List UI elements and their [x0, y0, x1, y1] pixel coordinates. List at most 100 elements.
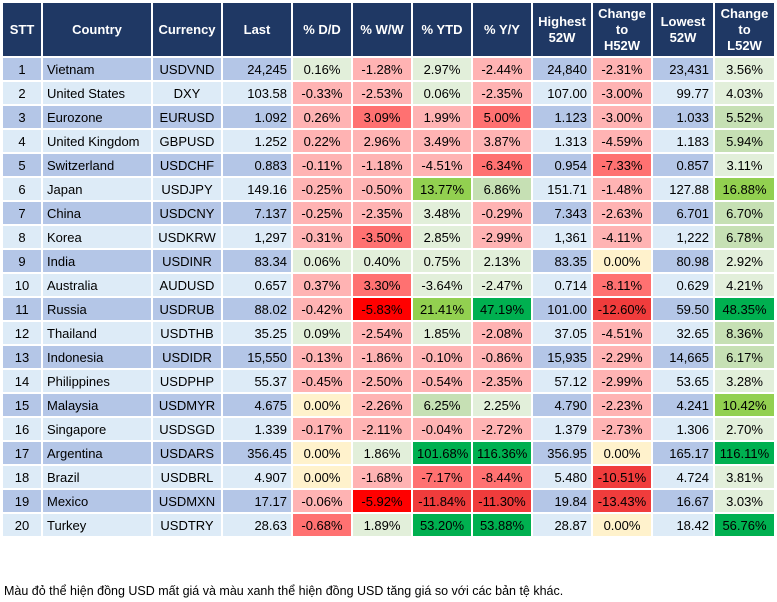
cell-ytd: 101.68% — [411, 440, 473, 466]
cell-last: 35.25 — [221, 320, 293, 346]
cell-high52w: 356.95 — [531, 440, 593, 466]
cell-high52w: 1.313 — [531, 128, 593, 154]
cell-dd: -0.45% — [291, 368, 353, 394]
cell-dd: -0.25% — [291, 200, 353, 226]
cell-ww: -2.54% — [351, 320, 413, 346]
cell-ww: -1.68% — [351, 464, 413, 490]
cell-ytd: 21.41% — [411, 296, 473, 322]
cell-country: China — [41, 200, 153, 226]
cell-stt: 7 — [1, 200, 43, 226]
cell-ytd: 0.75% — [411, 248, 473, 274]
cell-ytd: -11.84% — [411, 488, 473, 514]
cell-currency: USDKRW — [151, 224, 223, 250]
cell-ww: -2.50% — [351, 368, 413, 394]
cell-ytd: 2.85% — [411, 224, 473, 250]
cell-yy: -8.44% — [471, 464, 533, 490]
cell-currency: USDCNY — [151, 200, 223, 226]
cell-stt: 17 — [1, 440, 43, 466]
cell-yy: -2.35% — [471, 80, 533, 106]
header-ytd: % YTD — [411, 1, 473, 58]
cell-yy: 2.13% — [471, 248, 533, 274]
cell-yy: -0.29% — [471, 200, 533, 226]
cell-yy: -2.44% — [471, 56, 533, 82]
cell-low52w: 99.77 — [651, 80, 715, 106]
table-row: 14 Philippines USDPHP 55.37 -0.45% -2.50% -0.5… — [1, 368, 776, 394]
header-dd: % D/D — [291, 1, 353, 58]
table-row: 18 Brazil USDBRL 4.907 0.00% -1.68% -7.17% -8.4… — [1, 464, 776, 490]
table-row: 12 Thailand USDTHB 35.25 0.09% -2.54% 1.85% -2.… — [1, 320, 776, 346]
cell-dd: 0.00% — [291, 392, 353, 418]
cell-low52w: 4.724 — [651, 464, 715, 490]
header-currency: Currency — [151, 1, 223, 58]
cell-low52w: 80.98 — [651, 248, 715, 274]
cell-change-l52w: 2.92% — [713, 248, 776, 274]
table-row: 13 Indonesia USDIDR 15,550 -0.13% -1.86% -0.10… — [1, 344, 776, 370]
cell-dd: -0.06% — [291, 488, 353, 514]
table-row: 1 Vietnam USDVND 24,245 0.16% -1.28% 2.97% -2.4… — [1, 56, 776, 82]
cell-last: 1,297 — [221, 224, 293, 250]
cell-yy: -2.08% — [471, 320, 533, 346]
cell-dd: -0.42% — [291, 296, 353, 322]
table-row: 17 Argentina USDARS 356.45 0.00% 1.86% 101.68%… — [1, 440, 776, 466]
cell-last: 4.907 — [221, 464, 293, 490]
cell-low52w: 127.88 — [651, 176, 715, 202]
cell-country: Korea — [41, 224, 153, 250]
cell-change-l52w: 3.81% — [713, 464, 776, 490]
cell-last: 24,245 — [221, 56, 293, 82]
cell-country: United States — [41, 80, 153, 106]
cell-high52w: 19.84 — [531, 488, 593, 514]
cell-currency: USDMXN — [151, 488, 223, 514]
cell-currency: USDPHP — [151, 368, 223, 394]
cell-change-l52w: 6.70% — [713, 200, 776, 226]
cell-high52w: 0.714 — [531, 272, 593, 298]
cell-low52w: 16.67 — [651, 488, 715, 514]
cell-last: 7.137 — [221, 200, 293, 226]
cell-country: Australia — [41, 272, 153, 298]
cell-yy: -2.72% — [471, 416, 533, 442]
cell-currency: USDCHF — [151, 152, 223, 178]
cell-change-h52w: -2.73% — [591, 416, 653, 442]
cell-high52w: 37.05 — [531, 320, 593, 346]
cell-currency: GBPUSD — [151, 128, 223, 154]
cell-country: Indonesia — [41, 344, 153, 370]
cell-last: 88.02 — [221, 296, 293, 322]
cell-change-h52w: -1.48% — [591, 176, 653, 202]
cell-ytd: 6.25% — [411, 392, 473, 418]
cell-ww: -1.18% — [351, 152, 413, 178]
cell-ytd: -0.04% — [411, 416, 473, 442]
cell-ytd: 53.20% — [411, 512, 473, 538]
cell-change-l52w: 56.76% — [713, 512, 776, 538]
cell-low52w: 1.306 — [651, 416, 715, 442]
cell-high52w: 15,935 — [531, 344, 593, 370]
cell-change-h52w: -3.00% — [591, 80, 653, 106]
cell-low52w: 6.701 — [651, 200, 715, 226]
cell-last: 103.58 — [221, 80, 293, 106]
table-row: 19 Mexico USDMXN 17.17 -0.06% -5.92% -11.84% -1… — [1, 488, 776, 514]
cell-ytd: 13.77% — [411, 176, 473, 202]
cell-stt: 1 — [1, 56, 43, 82]
table-row: 6 Japan USDJPY 149.16 -0.25% -0.50% 13.77% 6.86… — [1, 176, 776, 202]
table-row: 10 Australia AUDUSD 0.657 0.37% 3.30% -3.64% -2… — [1, 272, 776, 298]
cell-ytd: -7.17% — [411, 464, 473, 490]
cell-low52w: 0.629 — [651, 272, 715, 298]
cell-high52w: 1.379 — [531, 416, 593, 442]
cell-stt: 12 — [1, 320, 43, 346]
cell-last: 1.339 — [221, 416, 293, 442]
cell-change-h52w: -2.23% — [591, 392, 653, 418]
cell-stt: 10 — [1, 272, 43, 298]
cell-change-l52w: 10.42% — [713, 392, 776, 418]
cell-change-h52w: -12.60% — [591, 296, 653, 322]
cell-yy: 116.36% — [471, 440, 533, 466]
cell-change-h52w: -10.51% — [591, 464, 653, 490]
cell-change-h52w: 0.00% — [591, 248, 653, 274]
cell-stt: 16 — [1, 416, 43, 442]
cell-low52w: 4.241 — [651, 392, 715, 418]
cell-change-l52w: 16.88% — [713, 176, 776, 202]
cell-country: Brazil — [41, 464, 153, 490]
cell-stt: 14 — [1, 368, 43, 394]
header-stt: STT — [1, 1, 43, 58]
cell-stt: 19 — [1, 488, 43, 514]
cell-ytd: 2.97% — [411, 56, 473, 82]
cell-high52w: 5.480 — [531, 464, 593, 490]
cell-low52w: 14,665 — [651, 344, 715, 370]
